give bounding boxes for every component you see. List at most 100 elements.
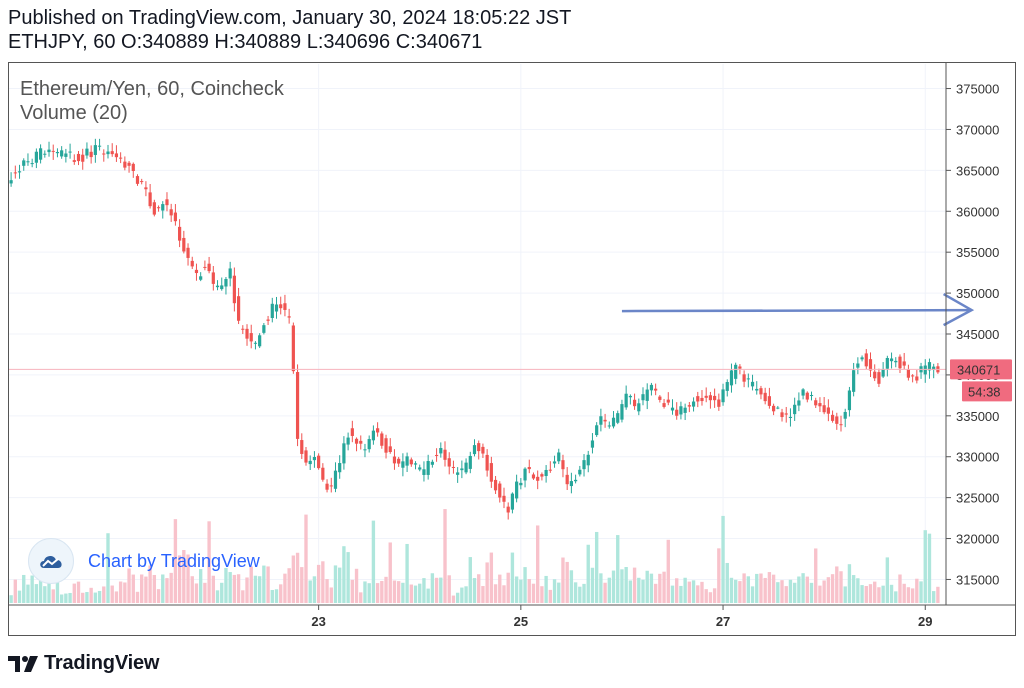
candle-body [469,456,472,469]
candle-body [237,296,240,321]
volume-bar [490,553,493,603]
volume-bar [565,562,568,603]
candle-body [460,468,463,470]
volume-bar [426,589,429,603]
volume-bar [911,588,914,603]
volume-bar [844,586,847,603]
footer-brand[interactable]: TradingView [8,652,159,675]
footer-brand-text: TradingView [44,652,159,675]
candle-body [696,396,699,401]
volume-bar [26,585,29,603]
candle-body [490,463,493,482]
volume-bar [713,588,716,603]
volume-bar [536,525,539,603]
volume-bar [890,585,893,603]
candle-body [271,304,274,318]
volume-bar [321,561,324,603]
volume-bar [279,584,282,603]
candle-body [229,268,232,278]
candle-body [220,285,223,289]
candle-body [473,445,476,454]
arrow-annotation [622,294,972,325]
volume-bar [300,567,303,603]
candle-body [77,154,80,161]
candle-body [224,279,227,287]
candle-body [427,461,430,475]
volume-bar [549,590,552,603]
tradingview-watermark[interactable]: Chart by TradingView [28,538,260,584]
candle-body [797,400,800,405]
volume-bar [56,582,59,603]
candle-body [561,460,564,469]
candle-body [709,395,712,400]
volume-bar [856,578,859,603]
candle-body [52,151,55,152]
volume-bar [203,583,206,603]
volume-bar [363,581,366,603]
candle-body [161,204,164,210]
volume-bar [919,581,922,603]
candle-body [439,448,442,453]
volume-bar [759,573,762,603]
candle-body [903,361,906,365]
volume-bar [85,592,88,603]
volume-bar [216,590,219,603]
volume-bar [94,593,97,603]
price-tick-label: 325000 [956,491,999,506]
volume-bar [877,587,880,603]
candle-body [170,209,173,215]
candle-body [667,400,670,403]
candle-body [658,397,661,400]
candle-body [507,507,510,513]
volume-bar [115,591,118,603]
volume-bar [742,573,745,603]
volume-bar [325,579,328,603]
candle-body [747,378,750,379]
candle-body [768,396,771,406]
candle-body [414,463,417,464]
volume-bar [620,569,623,603]
candle-body [254,343,257,344]
candle-body [216,286,219,288]
candle-body [528,467,531,469]
candle-body [313,457,316,460]
candle-body [625,394,628,408]
volume-bar [848,564,851,603]
candle-body [570,481,573,486]
volume-bar [14,580,17,603]
volume-bar [852,575,855,603]
candle-body [486,455,489,471]
candle-body [898,357,901,369]
volume-bar [304,515,307,603]
volume-bar [477,574,480,603]
volume-bar [448,575,451,603]
candle-body [755,389,758,391]
candle-body [363,449,366,450]
volume-bar [389,542,392,603]
volume-bar [827,577,830,603]
volume-bar [338,568,341,603]
volume-bar [671,586,674,603]
volume-bar [334,565,337,603]
candle-body [186,248,189,258]
candle-body [56,152,59,153]
volume-bar [98,591,101,603]
volume-bar [898,574,901,603]
volume-bar [89,588,92,603]
candle-body [410,460,413,465]
volume-bar [591,568,594,603]
candle-body [283,303,286,310]
volume-bar [511,553,514,603]
volume-bar [380,581,383,603]
volume-bar [574,582,577,603]
volume-bar [612,571,615,603]
volume-bar [81,593,84,603]
volume-bar [633,568,636,603]
volume-bar [936,587,939,603]
volume-bar [346,552,349,603]
volume-bar [608,578,611,603]
candle-body [620,404,623,420]
volume-bar [372,521,375,603]
candle-body [443,450,446,460]
candle-body [233,276,236,303]
